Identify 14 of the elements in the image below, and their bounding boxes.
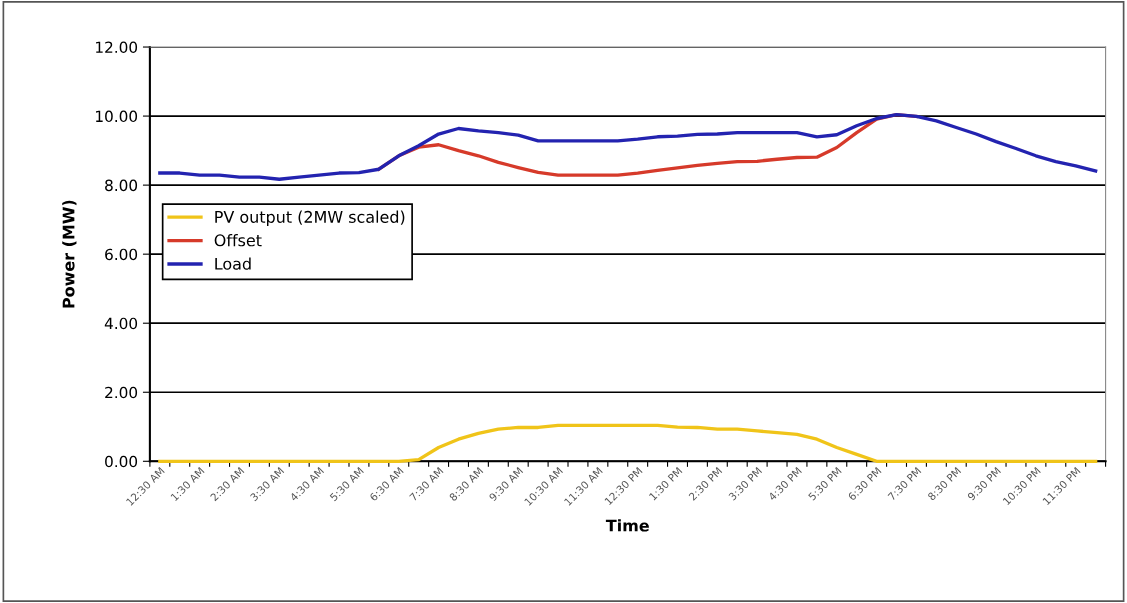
y-tick-label: 4.00 [104,317,138,330]
y-tick-label: 6.00 [105,248,138,261]
legend-label: Offset [214,234,262,247]
y-tick-label: 10.00 [96,110,138,123]
y-tick-label: 2.00 [105,386,138,399]
legend-label: Load [215,257,251,270]
y-tick-label: 0.00 [105,455,138,468]
legend-label: PV output (2MW scaled) [215,210,405,227]
y-axis-title: Power (MW) [62,200,77,308]
y-tick-label: 8.00 [105,179,138,192]
x-axis-title: Time [605,519,649,532]
y-tick-label: 12.00 [96,41,138,54]
line-series [158,113,1098,181]
line-series [158,423,1098,463]
